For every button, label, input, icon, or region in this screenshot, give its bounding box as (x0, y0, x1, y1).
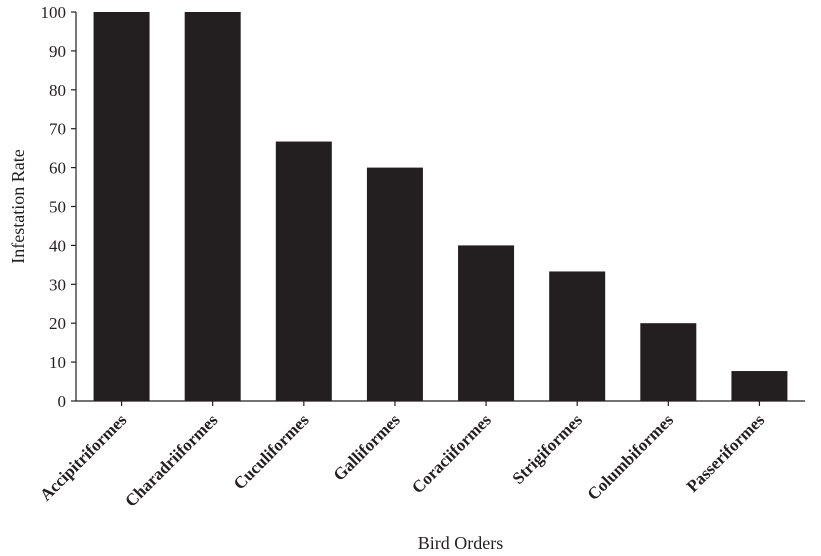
x-tick-label: Galliformes (330, 410, 404, 484)
bar-coraciiformes (458, 245, 515, 401)
bar-strigiformes (549, 271, 606, 401)
bar-galliformes (366, 167, 423, 401)
y-tick-label: 20 (49, 314, 66, 333)
bar-accipitriformes (93, 12, 150, 401)
x-axis-title: Bird Orders (418, 533, 503, 553)
y-tick-label: 80 (49, 81, 66, 100)
x-tick-label: Passeriformes (683, 410, 769, 496)
y-tick-label: 0 (58, 392, 67, 411)
bar-charadriiformes (184, 12, 241, 401)
x-tick-label: Strigiformes (508, 410, 586, 488)
x-tick-label: Accipitriformes (36, 410, 130, 504)
y-tick-label: 10 (49, 353, 66, 372)
bar-cuculiformes (275, 141, 332, 402)
y-tick-label: 100 (41, 3, 67, 22)
bars (93, 12, 788, 402)
bar-passeriformes (731, 371, 788, 401)
x-tick-label: Cuculiformes (230, 410, 313, 493)
x-tick-label: Charadriiformes (121, 410, 222, 511)
y-tick-label: 30 (49, 275, 66, 294)
y-tick-label: 70 (49, 120, 66, 139)
y-tick-label: 40 (49, 236, 66, 255)
bar-columbiformes (640, 323, 697, 401)
y-axis-title: Infestation Rate (8, 149, 28, 263)
y-tick-label: 90 (49, 42, 66, 61)
x-tick-label: Columbiformes (584, 410, 678, 504)
y-tick-label: 60 (49, 159, 66, 178)
y-tick-label: 50 (49, 198, 66, 217)
x-tick-label: Coraciiformes (408, 410, 495, 497)
y-axis-ticks: 0 10 20 30 40 50 60 70 80 90 100 (41, 3, 76, 411)
